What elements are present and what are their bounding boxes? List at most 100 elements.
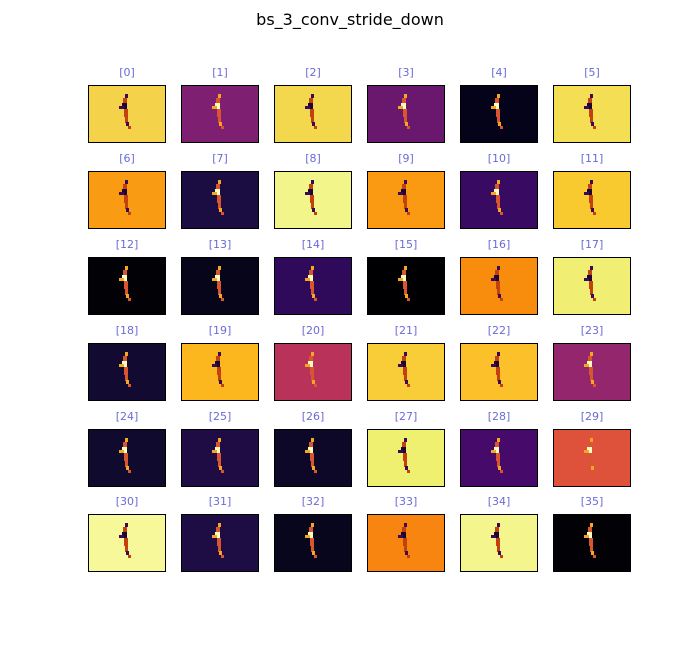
silhouette-pixel bbox=[309, 442, 313, 447]
figure-silhouette bbox=[398, 266, 410, 301]
silhouette-pixel bbox=[219, 551, 222, 555]
silhouette-pixel bbox=[587, 103, 592, 109]
silhouette-pixel bbox=[125, 94, 128, 98]
silhouette-pixel bbox=[402, 184, 406, 189]
silhouette-pixel bbox=[309, 527, 313, 532]
silhouette-pixel bbox=[311, 180, 314, 184]
silhouette-pixel bbox=[125, 546, 128, 552]
silhouette-pixel bbox=[126, 208, 129, 212]
silhouette-pixel bbox=[497, 117, 500, 123]
silhouette-pixel bbox=[217, 195, 221, 203]
silhouette-pixel bbox=[584, 278, 589, 281]
silhouette-pixel bbox=[403, 195, 407, 203]
silhouette-pixel bbox=[215, 189, 220, 195]
silhouette-pixel bbox=[497, 352, 500, 356]
silhouette-pixel bbox=[398, 450, 403, 453]
silhouette-pixel bbox=[218, 203, 221, 209]
silhouette-pixel bbox=[123, 270, 127, 275]
silhouette-pixel bbox=[311, 266, 314, 270]
silhouette-pixel bbox=[498, 551, 501, 555]
feature-map-label: [12] bbox=[115, 238, 139, 251]
silhouette-pixel bbox=[405, 208, 408, 212]
silhouette-pixel bbox=[218, 523, 221, 527]
silhouette-pixel bbox=[311, 352, 314, 356]
silhouette-pixel bbox=[407, 555, 410, 558]
figure-silhouette bbox=[491, 438, 503, 473]
silhouette-pixel bbox=[218, 375, 221, 381]
silhouette-pixel bbox=[312, 466, 315, 470]
silhouette-pixel bbox=[216, 442, 220, 447]
silhouette-pixel bbox=[500, 384, 503, 387]
silhouette-pixel bbox=[494, 361, 499, 367]
silhouette-pixel bbox=[217, 281, 221, 289]
silhouette-pixel bbox=[588, 356, 592, 361]
figure-silhouette bbox=[119, 523, 131, 558]
silhouette-pixel bbox=[215, 103, 220, 109]
silhouette-pixel bbox=[218, 289, 221, 295]
silhouette-pixel bbox=[404, 375, 407, 381]
silhouette-pixel bbox=[403, 109, 407, 117]
feature-map-label: [19] bbox=[208, 324, 232, 337]
feature-map-image bbox=[88, 85, 166, 143]
silhouette-pixel bbox=[221, 212, 224, 215]
silhouette-pixel bbox=[403, 281, 407, 289]
silhouette-pixel bbox=[497, 546, 500, 552]
silhouette-pixel bbox=[590, 352, 593, 356]
silhouette-pixel bbox=[311, 94, 314, 98]
silhouette-pixel bbox=[221, 298, 224, 301]
silhouette-pixel bbox=[125, 461, 128, 467]
silhouette-pixel bbox=[212, 192, 217, 195]
figure-silhouette bbox=[305, 352, 317, 387]
silhouette-pixel bbox=[402, 98, 406, 103]
silhouette-pixel bbox=[314, 384, 317, 387]
silhouette-pixel bbox=[494, 189, 499, 195]
silhouette-pixel bbox=[494, 447, 499, 453]
silhouette-pixel bbox=[496, 453, 500, 461]
silhouette-pixel bbox=[401, 275, 406, 281]
silhouette-pixel bbox=[314, 212, 317, 215]
silhouette-pixel bbox=[500, 126, 503, 129]
silhouette-pixel bbox=[496, 367, 500, 375]
silhouette-pixel bbox=[314, 555, 317, 558]
silhouette-pixel bbox=[496, 109, 500, 117]
silhouette-pixel bbox=[122, 361, 127, 367]
silhouette-pixel bbox=[403, 538, 407, 546]
silhouette-pixel bbox=[305, 364, 310, 367]
silhouette-pixel bbox=[125, 438, 128, 442]
feature-map-label: [31] bbox=[208, 495, 232, 508]
silhouette-pixel bbox=[128, 126, 131, 129]
silhouette-pixel bbox=[593, 212, 596, 215]
silhouette-pixel bbox=[125, 523, 128, 527]
silhouette-pixel bbox=[498, 466, 501, 470]
silhouette-pixel bbox=[404, 352, 407, 356]
silhouette-pixel bbox=[309, 184, 313, 189]
silhouette-pixel bbox=[124, 109, 128, 117]
silhouette-pixel bbox=[589, 109, 593, 117]
silhouette-pixel bbox=[403, 453, 407, 461]
silhouette-pixel bbox=[126, 380, 129, 384]
silhouette-pixel bbox=[311, 117, 314, 123]
feature-map-image bbox=[181, 257, 259, 315]
silhouette-pixel bbox=[123, 527, 127, 532]
feature-map-image bbox=[181, 85, 259, 143]
silhouette-pixel bbox=[218, 352, 221, 356]
silhouette-pixel bbox=[495, 527, 499, 532]
silhouette-pixel bbox=[500, 298, 503, 301]
silhouette-pixel bbox=[590, 94, 593, 98]
silhouette-pixel bbox=[495, 270, 499, 275]
feature-map-image bbox=[274, 429, 352, 487]
silhouette-pixel bbox=[311, 546, 314, 552]
silhouette-pixel bbox=[124, 538, 128, 546]
silhouette-pixel bbox=[312, 122, 315, 126]
feature-map-label: [27] bbox=[394, 410, 418, 423]
silhouette-pixel bbox=[497, 180, 500, 184]
feature-map-label: [6] bbox=[119, 152, 135, 165]
feature-map-image bbox=[367, 514, 445, 572]
silhouette-pixel bbox=[216, 184, 220, 189]
silhouette-pixel bbox=[125, 203, 128, 209]
silhouette-pixel bbox=[401, 189, 406, 195]
silhouette-pixel bbox=[589, 367, 593, 375]
feature-map-image bbox=[181, 171, 259, 229]
silhouette-pixel bbox=[498, 294, 501, 298]
silhouette-pixel bbox=[305, 535, 310, 538]
